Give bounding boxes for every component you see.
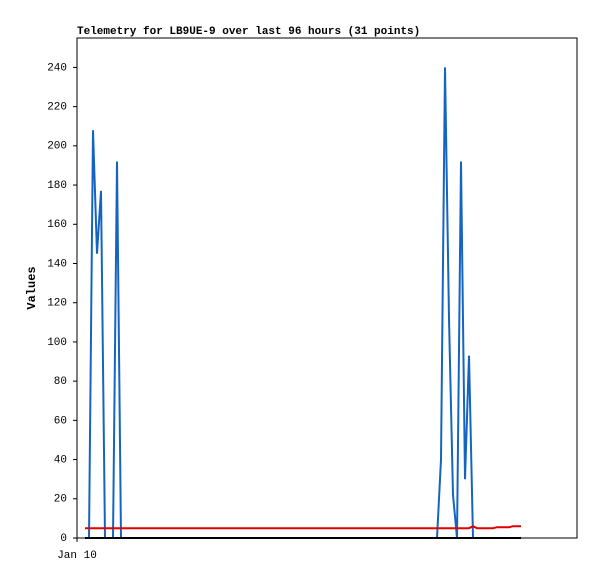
- y-tick-label: 0: [60, 533, 67, 545]
- series-line: [85, 525, 521, 530]
- y-tick-label: 180: [47, 180, 67, 192]
- y-tick-label: 220: [47, 102, 67, 114]
- y-axis-label: Values: [25, 266, 39, 309]
- y-tick-label: 40: [54, 454, 67, 466]
- plot-frame: [76, 37, 578, 539]
- y-tick-label: 120: [47, 298, 67, 310]
- y-tick-label: 160: [47, 219, 67, 231]
- y-tick-label: 20: [54, 494, 67, 506]
- y-tick-label: 60: [54, 415, 67, 427]
- y-tick-label: 100: [47, 337, 67, 349]
- y-tick-label: 140: [47, 258, 67, 270]
- y-tick-label: 240: [47, 62, 67, 74]
- y-tick-label: 80: [54, 376, 67, 388]
- x-tick-label: Jan 10: [57, 550, 97, 562]
- y-tick-label: 200: [47, 141, 67, 153]
- series-line: [85, 67, 521, 539]
- chart-title: Telemetry for LB9UE-9 over last 96 hours…: [77, 26, 420, 38]
